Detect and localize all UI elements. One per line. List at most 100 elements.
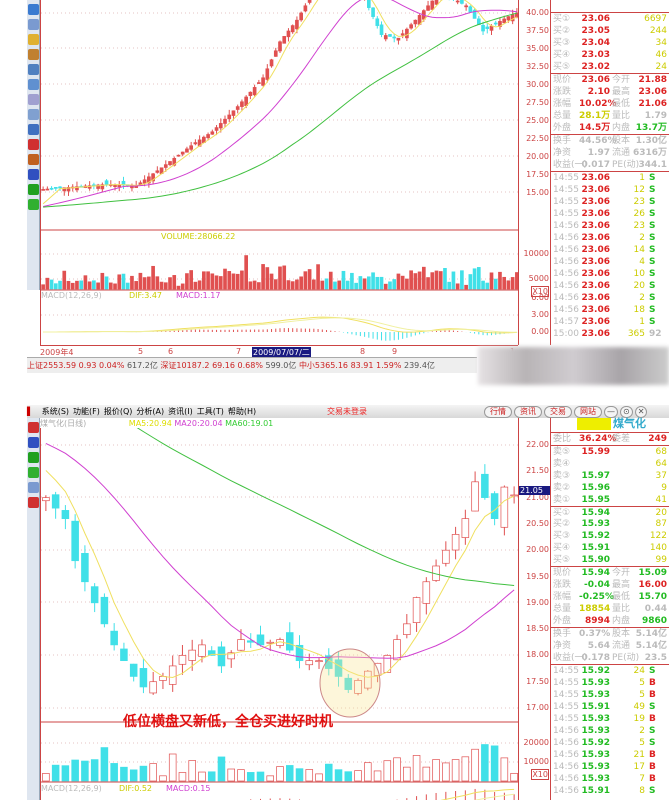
volume-bar	[231, 273, 236, 290]
kline-svg	[41, 428, 519, 803]
menu-item[interactable]: 工具(T)	[196, 407, 224, 416]
candle-body	[354, 680, 362, 694]
stat-value: -0.04	[584, 580, 610, 590]
quote-stats-2: 换手 44.56% 股本 1.30亿 净资 1.97 流通 6316万 收益(一) 0.017 PE…	[551, 134, 669, 171]
toolbar-tool-icon[interactable]	[28, 49, 39, 60]
order-book-row: 买③ 23.04 34	[551, 37, 669, 49]
tick-side: S	[649, 702, 656, 712]
volume-bar	[261, 264, 265, 290]
stat-value: 8994	[584, 616, 610, 626]
candle-body	[481, 24, 485, 32]
candle-body	[104, 180, 109, 185]
toolbar-tool-icon[interactable]	[28, 19, 39, 30]
ma5-line	[45, 470, 515, 679]
volume-bar	[417, 271, 422, 290]
tick-price: 23.06	[581, 245, 610, 255]
toolbar-tool-icon[interactable]	[28, 482, 39, 493]
tick-volume: 23	[633, 197, 645, 207]
toolbar-tool-icon[interactable]	[28, 79, 39, 90]
volume-bar	[159, 775, 167, 782]
toolbar-tool-icon[interactable]	[28, 34, 39, 45]
toolbar-tool-icon[interactable]	[28, 109, 39, 120]
toolbar-tool-icon[interactable]	[28, 169, 39, 180]
tick-price: 23.06	[581, 269, 610, 279]
toolbar-tool-icon[interactable]	[28, 422, 39, 433]
volume-bar	[481, 280, 485, 290]
toolbar-tool-icon[interactable]	[28, 4, 39, 15]
window-control-button[interactable]: —	[604, 406, 618, 418]
candle-body	[282, 36, 287, 44]
volume-bar	[180, 283, 185, 290]
volume-bar	[108, 282, 113, 290]
toolbar-tool-icon[interactable]	[28, 199, 39, 210]
menu-item[interactable]: 系统(S)	[41, 407, 70, 416]
nav-button[interactable]: 网站	[574, 406, 602, 418]
date-label: 9	[392, 347, 398, 356]
menu-item[interactable]: 帮助(H)	[227, 407, 257, 416]
axis-tick-label: 5000	[528, 274, 549, 283]
sh-percent: 0.04%	[99, 361, 125, 370]
candle-body	[49, 187, 54, 190]
nav-button[interactable]: 资讯	[514, 406, 542, 418]
volume-bar	[500, 757, 509, 782]
toolbar-tool-icon[interactable]	[28, 437, 39, 448]
stat-value: 44.56%	[579, 136, 617, 146]
order-book-row: 买④ 23.03 46	[551, 49, 669, 61]
candle-body	[403, 623, 411, 635]
toolbar-tool-icon[interactable]	[28, 497, 39, 508]
toolbar-tool-icon[interactable]	[28, 154, 39, 165]
toolbar-tool-icon[interactable]	[28, 64, 39, 75]
kline-chart-bottom[interactable]: 低位横盘又新低，全仓买进好时机 MACD(12,26,9) DIF:0.52 M…	[40, 428, 519, 803]
axis-tick-label: 20.50	[526, 518, 549, 528]
toolbar-tool-icon[interactable]	[28, 124, 39, 135]
volume-bar	[163, 282, 168, 290]
volume-bar	[350, 272, 354, 290]
stat-label: 今开	[612, 568, 631, 578]
stat-value: -0.25%	[579, 592, 614, 602]
volume-bar	[49, 279, 54, 290]
volume-bar	[373, 770, 382, 782]
order-book-row: 买② 23.05 244	[551, 25, 669, 37]
candle-body	[66, 187, 71, 192]
menu-item[interactable]: 报价(Q)	[103, 407, 133, 416]
menu-item[interactable]: 功能(F)	[73, 407, 100, 416]
volume-bar	[430, 272, 435, 290]
candle-body	[460, 0, 464, 4]
window-control-button[interactable]: ⊙	[620, 406, 633, 418]
window-control-button[interactable]: ✕	[634, 406, 648, 418]
menu-item[interactable]: 资讯(I)	[168, 407, 193, 416]
toolbar-tool-icon[interactable]	[28, 467, 39, 478]
order-book-row: 买① 15.94 20	[551, 506, 669, 518]
axis-tick-label: 35.00	[526, 44, 549, 53]
stat-label: 量比	[612, 111, 631, 121]
stat-row: 涨跌 2.10 最高 23.06	[551, 86, 669, 98]
tick-side: B	[649, 714, 656, 724]
candle-body	[464, 5, 468, 8]
book-volume: 87	[655, 519, 667, 529]
book-level: 卖③	[553, 471, 571, 481]
volume-bar	[341, 270, 346, 290]
nav-button[interactable]: 交易	[544, 406, 572, 418]
tick-time: 14:56	[553, 233, 579, 243]
axis-tick-label: 21.50	[526, 466, 549, 476]
candle-body	[461, 518, 470, 538]
dif-label: DIF:0.52	[119, 784, 153, 793]
ma20-label: MA20:20.04	[174, 419, 223, 428]
toolbar-tool-icon[interactable]	[28, 139, 39, 150]
toolbar-tool-icon[interactable]	[28, 184, 39, 195]
tick-price: 15.91	[581, 786, 610, 796]
stat-value: 23.5	[644, 653, 667, 663]
nav-button[interactable]: 行情	[484, 406, 512, 418]
tick-price: 23.06	[581, 173, 610, 183]
volume-bar	[485, 282, 490, 290]
toolbar-tool-icon[interactable]	[28, 452, 39, 463]
volume-bar	[100, 747, 109, 782]
stat-value: 15.09	[638, 568, 667, 578]
tick-side: S	[649, 293, 656, 303]
menu-item[interactable]: 分析(A)	[136, 407, 165, 416]
kline-chart-top[interactable]: VOLUME:28066.22 MACD(12,26,9) DIF:3.47 M…	[40, 0, 519, 345]
candle-body	[198, 644, 206, 657]
book-level: 买③	[553, 38, 571, 48]
tick-volume: 2	[639, 726, 645, 736]
toolbar-tool-icon[interactable]	[28, 94, 39, 105]
